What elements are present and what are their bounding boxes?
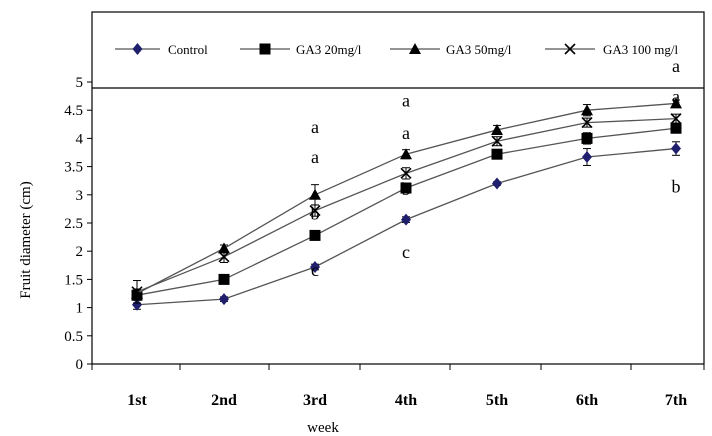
x-tick-label: 7th [665,392,687,409]
x-marker-stroke [581,117,593,129]
x-tick-label: 3rd [303,392,327,409]
x-marker [309,205,321,217]
legend-item: GA3 50mg/l [390,42,512,57]
y-tick-label: 4 [76,131,84,147]
y-tick-label: 1.5 [64,272,83,288]
significance-letter: c [402,242,410,262]
square-marker [491,148,503,160]
significance-letter: a [402,91,410,111]
x-marker-stroke [400,167,412,179]
x-tick-label: 6th [576,392,598,409]
triangle-marker [309,188,321,200]
diamond-marker [671,142,681,155]
diamond-marker [401,213,411,226]
square-marker [259,43,271,55]
diamond-marker [219,293,229,306]
y-tick-label: 5 [76,75,84,91]
x-tick-label: 1st [127,392,147,409]
triangle-marker [218,242,230,254]
significance-letter: a [672,56,680,76]
legend-label: GA3 100 mg/l [603,42,679,57]
significance-letter: a [672,87,680,107]
y-tick-label: 2.5 [64,216,83,232]
x-marker [131,286,143,298]
plot-frame [91,11,705,365]
x-marker [670,113,682,125]
legend-label: Control [168,42,208,57]
series-layer [131,97,682,311]
legend-item: Control [115,42,208,57]
x-marker-stroke [670,113,682,125]
significance-letter: a [311,147,319,167]
x-marker [491,135,503,147]
series-triangle [131,97,682,299]
triangle-marker [400,148,412,160]
diamond-marker [582,151,592,164]
x-marker-stroke [309,205,321,217]
square-marker [309,229,321,241]
y-tick-label: 1 [76,301,84,317]
series-x [131,113,682,304]
x-marker-stroke [131,286,143,298]
x-axis-title: week [307,420,339,436]
y-axis-title: Fruit diameter (cm) [18,181,34,298]
x-marker [564,43,576,55]
diamond-marker [310,260,320,273]
x-tick-label: 2nd [211,392,237,409]
triangle-marker [581,104,593,116]
x-marker-stroke [491,135,503,147]
x-marker [218,251,230,263]
diamond-marker [492,177,502,190]
significance-letter: b [402,179,411,199]
significance-letter: a [311,117,319,137]
series-diamond [132,141,681,311]
x-marker-stroke [218,251,230,263]
series-line [136,118,677,293]
square-marker [581,132,593,144]
y-tick-label: 3 [76,188,84,204]
legend-label: GA3 20mg/l [296,42,362,57]
triangle-marker [670,97,682,109]
x-marker [581,117,593,129]
significance-letter: b [311,203,320,223]
legend-item: GA3 100 mg/l [545,42,679,57]
square-marker [400,182,412,194]
y-tick-label: 2 [76,244,84,260]
diamond-marker [132,298,142,311]
significance-letter: b [672,176,681,196]
x-marker-stroke [564,43,576,55]
legend: Control GA3 20mg/l GA3 50mg/l GA3 100 mg/l [115,42,679,57]
y-axis: 0 0.5 1 1.5 2 2.5 3 3.5 4 4.5 5 [64,75,92,373]
y-tick-label: 4.5 [64,103,83,119]
significance-letter: c [311,260,319,280]
square-marker [670,122,682,134]
diamond-marker [132,43,143,55]
triangle-marker [491,123,503,135]
y-tick-label: 3.5 [64,160,83,176]
legend-label: GA3 50mg/l [446,42,512,57]
x-axis: 1st 2nd 3rd 4th 5th 6th 7th [91,364,705,409]
triangle-marker [409,43,421,54]
y-tick-label: 0 [76,357,84,373]
significance-letter: a [402,123,410,143]
x-tick-label: 5th [486,392,508,409]
y-tick-label: 0.5 [64,329,83,345]
x-marker [400,167,412,179]
square-marker [218,273,230,285]
legend-item: GA3 20mg/l [240,42,362,57]
x-tick-label: 4th [395,392,417,409]
